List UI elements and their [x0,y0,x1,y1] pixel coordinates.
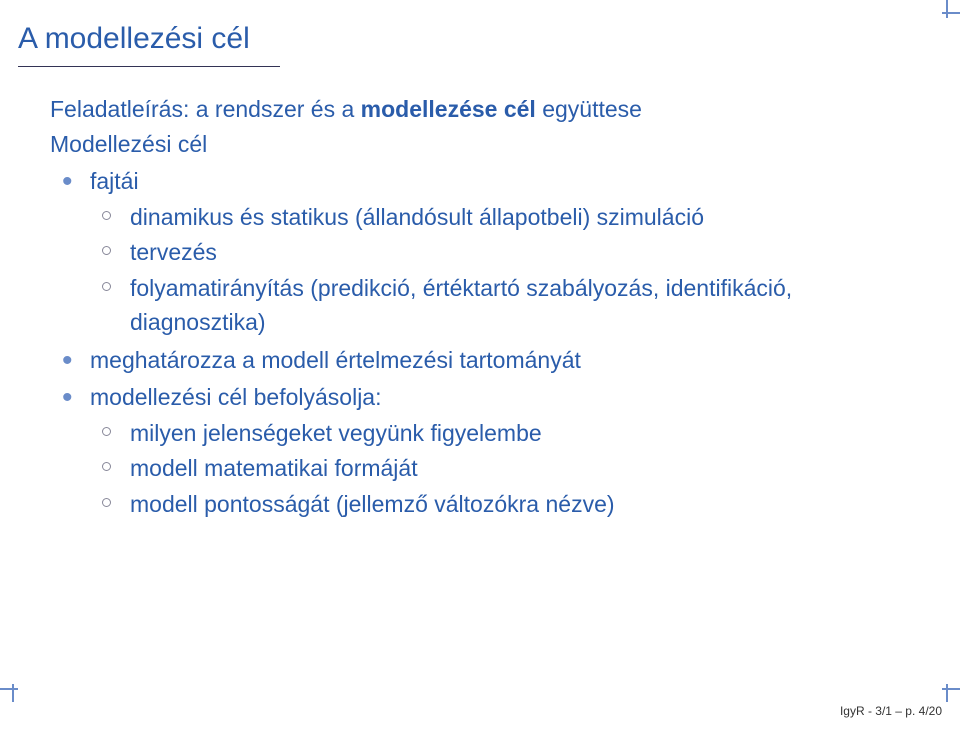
bullet-l1-label: modellezési cél befolyásolja: [90,384,382,410]
bullet-l1: meghatározza a modell értelmezési tartom… [50,343,900,378]
slide: A modellezési cél Feladatleírás: a rends… [0,0,960,730]
bullet-l2: modell matematikai formáját [50,451,900,486]
corner-tick [946,0,948,18]
intro-bold: modellezése cél [361,96,536,122]
bullet-l1: fajtái [50,164,900,199]
title-underline [18,66,280,67]
intro-line: Feladatleírás: a rendszer és a modellezé… [50,92,900,127]
corner-tick [946,684,948,702]
bullet-l1: modellezési cél befolyásolja: [50,380,900,415]
intro-prefix: Feladatleírás: a rendszer és a [50,96,361,122]
bullet-l1-label: meghatározza a modell értelmezési tartom… [90,347,581,373]
slide-footer: IgyR - 3/1 – p. 4/20 [840,704,942,718]
intro-suffix: együttese [536,96,642,122]
bullet-l2: milyen jelenségeket vegyünk figyelembe [50,416,900,451]
bullet-l2: folyamatirányítás (predikció, értéktartó… [50,271,900,340]
slide-title: A modellezési cél [18,22,250,56]
bullet-l2: modell pontosságát (jellemző változókra … [50,487,900,522]
bullet-l2: tervezés [50,235,900,270]
corner-tick [12,684,14,702]
corner-tick [942,12,960,14]
bullet-l1-label: fajtái [90,168,139,194]
bullet-l2: dinamikus és statikus (állandósult állap… [50,200,900,235]
corner-tick [942,688,960,690]
corner-tick [0,688,18,690]
subheading: Modellezési cél [50,127,900,162]
slide-body: Feladatleírás: a rendszer és a modellezé… [50,92,900,521]
